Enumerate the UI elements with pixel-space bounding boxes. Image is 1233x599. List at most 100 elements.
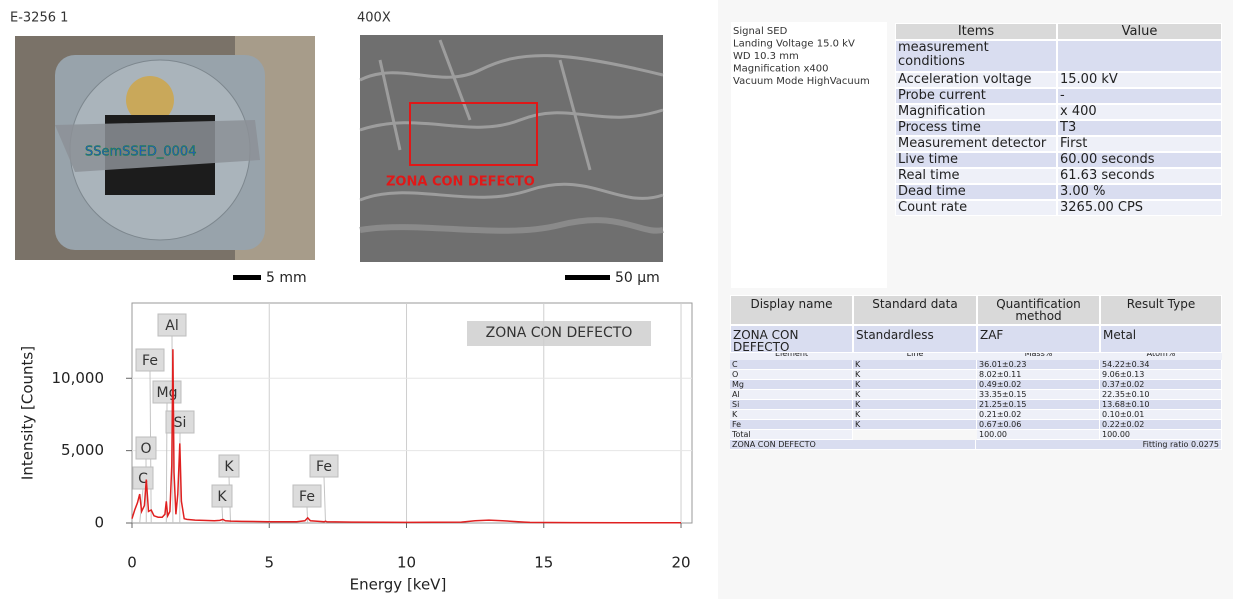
- condition-line: WD 10.3 mm: [733, 51, 799, 62]
- table-cell: K: [853, 390, 977, 400]
- table-cell: 22.35±0.10: [1100, 390, 1222, 400]
- scale-label: 50 µm: [615, 270, 660, 286]
- table-cell: Probe current: [895, 88, 1057, 104]
- peak-label: Al: [165, 318, 178, 334]
- table-cell: Al: [730, 390, 853, 400]
- y-tick-label: 0: [94, 514, 104, 532]
- table-cell: x 400: [1057, 104, 1222, 120]
- y-axis-label: Intensity [Counts]: [19, 346, 37, 480]
- table-cell: First: [1057, 136, 1222, 152]
- table-cell: 21.25±0.15: [977, 400, 1100, 410]
- table-cell: 54.22±0.34: [1100, 360, 1222, 370]
- table-subheader: Atom%: [1100, 353, 1222, 360]
- peak-label: K: [217, 489, 227, 505]
- table-cell: 100.00: [977, 430, 1100, 440]
- table-cell: O: [730, 370, 853, 380]
- table-cell: K: [853, 410, 977, 420]
- table-cell: 13.68±0.10: [1100, 400, 1222, 410]
- peak-label: Fe: [316, 459, 332, 475]
- table-cell: ZAF: [977, 325, 1100, 353]
- table-cell: 0.49±0.02: [977, 380, 1100, 390]
- table-cell: 0.10±0.01: [1100, 410, 1222, 420]
- table-header: Standard data: [853, 295, 977, 325]
- scale-bar: [565, 275, 610, 280]
- table-cell: Measurement detector: [895, 136, 1057, 152]
- table-cell: 61.63 seconds: [1057, 168, 1222, 184]
- table-cell: Fe: [730, 420, 853, 430]
- peak-label: Fe: [142, 353, 158, 369]
- table-cell: [1057, 40, 1222, 72]
- table-cell: Total: [730, 430, 853, 440]
- table-cell: 33.35±0.15: [977, 390, 1100, 400]
- y-tick-label: 5,000: [61, 441, 104, 459]
- table-header: Quantification method: [977, 295, 1100, 325]
- x-tick-label: 10: [397, 554, 416, 572]
- condition-line: Vacuum Mode HighVacuum: [733, 76, 870, 87]
- scale-label: 5 mm: [266, 270, 307, 286]
- table-cell: Process time: [895, 120, 1057, 136]
- table-cell: ZONA CON DEFECTO: [730, 325, 853, 353]
- table-footer: Fitting ratio 0.0275: [976, 440, 1222, 450]
- table-cell: 8.02±0.11: [977, 370, 1100, 380]
- condition-line: Landing Voltage 15.0 kV: [733, 39, 855, 50]
- condition-line: Magnification x400: [733, 64, 828, 75]
- table-cell: 0.67±0.06: [977, 420, 1100, 430]
- table-cell: Count rate: [895, 200, 1057, 216]
- table-header: Items: [895, 23, 1057, 40]
- condition-line: Signal SED: [733, 26, 788, 37]
- table-cell: -: [1057, 88, 1222, 104]
- table-cell: K: [853, 360, 977, 370]
- scale-bar: [233, 275, 261, 280]
- table-cell: T3: [1057, 120, 1222, 136]
- table-header: Result Type: [1100, 295, 1222, 325]
- y-tick-label: 10,000: [52, 369, 105, 387]
- table-cell: 0.37±0.02: [1100, 380, 1222, 390]
- annotation: ZONA CON DEFECTO: [486, 325, 633, 341]
- table-subheader: Line: [853, 353, 977, 360]
- peak-label: Mg: [157, 385, 178, 401]
- peak-label: O: [140, 441, 151, 457]
- table-cell: 9.06±0.13: [1100, 370, 1222, 380]
- table-cell: K: [853, 370, 977, 380]
- table-cell: 3265.00 CPS: [1057, 200, 1222, 216]
- table-cell: 3.00 %: [1057, 184, 1222, 200]
- table-subheader: Mass%: [977, 353, 1100, 360]
- report-page: E-3256 1 SSemSSED_0004 5 mm 400X ZONA CO…: [0, 0, 1233, 599]
- peak-label: Fe: [299, 489, 315, 505]
- table-cell: 60.00 seconds: [1057, 152, 1222, 168]
- magnification: 400X: [357, 11, 391, 26]
- table-cell: Dead time: [895, 184, 1057, 200]
- table-header: Value: [1057, 23, 1222, 40]
- table-cell: K: [730, 410, 853, 420]
- peak-label: K: [224, 459, 234, 475]
- table-cell: Standardless: [853, 325, 977, 353]
- table-cell: 100.00: [1100, 430, 1222, 440]
- zone-label: ZONA CON DEFECTO: [386, 175, 535, 190]
- table-cell: 15.00 kV: [1057, 72, 1222, 88]
- table-header: Display name: [730, 295, 853, 325]
- table-cell: Acceleration voltage: [895, 72, 1057, 88]
- x-tick-label: 15: [534, 554, 553, 572]
- table-subheader: Element: [730, 353, 853, 360]
- table-cell: K: [853, 380, 977, 390]
- table-cell: Magnification: [895, 104, 1057, 120]
- table-cell: K: [853, 400, 977, 410]
- table-cell: 36.01±0.23: [977, 360, 1100, 370]
- sample-id: E-3256 1: [10, 11, 68, 26]
- x-tick-label: 20: [671, 554, 690, 572]
- table-cell: Si: [730, 400, 853, 410]
- peak-leader: [307, 507, 308, 523]
- table-cell: Live time: [895, 152, 1057, 168]
- table-cell: Mg: [730, 380, 853, 390]
- table-cell: 0.22±0.02: [1100, 420, 1222, 430]
- table-cell: Metal: [1100, 325, 1222, 353]
- x-axis-label: Energy [keV]: [350, 576, 447, 594]
- peak-label: Si: [174, 415, 187, 431]
- x-tick-label: 5: [264, 554, 274, 572]
- photo-overlay: SSemSSED_0004: [85, 145, 196, 160]
- table-footer: ZONA CON DEFECTO: [730, 440, 976, 450]
- table-cell: C: [730, 360, 853, 370]
- x-tick-label: 0: [127, 554, 137, 572]
- table-cell: 0.21±0.02: [977, 410, 1100, 420]
- table-cell: Real time: [895, 168, 1057, 184]
